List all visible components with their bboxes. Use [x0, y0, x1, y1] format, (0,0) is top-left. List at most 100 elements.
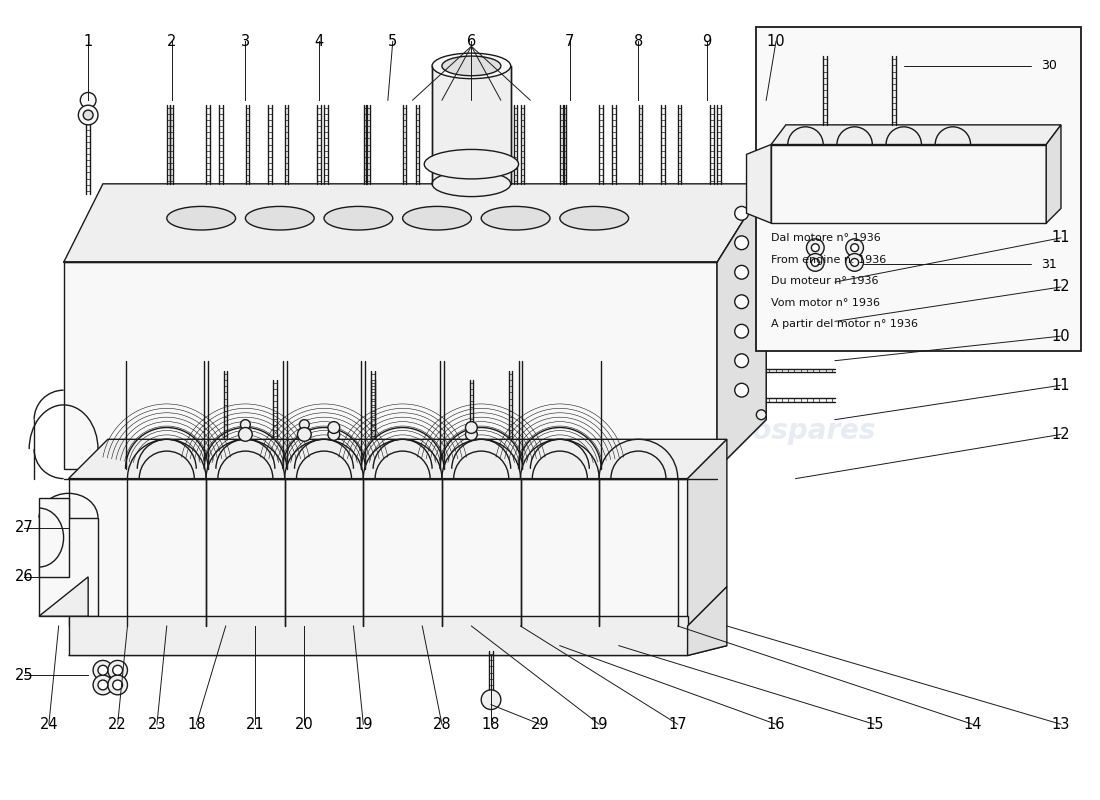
Polygon shape	[39, 518, 98, 616]
Circle shape	[465, 429, 477, 440]
Ellipse shape	[245, 206, 315, 230]
Text: 31: 31	[1042, 258, 1057, 271]
Ellipse shape	[167, 206, 235, 230]
Ellipse shape	[432, 171, 510, 197]
Circle shape	[328, 422, 340, 434]
Polygon shape	[717, 184, 767, 469]
Polygon shape	[432, 66, 510, 184]
Circle shape	[108, 675, 128, 694]
Polygon shape	[688, 586, 727, 655]
Text: 29: 29	[531, 717, 550, 732]
Circle shape	[846, 239, 864, 257]
Text: 30: 30	[1042, 59, 1057, 73]
Polygon shape	[1046, 125, 1062, 223]
Circle shape	[108, 660, 128, 680]
Text: 8: 8	[634, 34, 643, 49]
Text: A partir del motor n° 1936: A partir del motor n° 1936	[771, 319, 918, 330]
Text: 1: 1	[84, 34, 92, 49]
Text: 18: 18	[482, 717, 500, 732]
Text: 10: 10	[1052, 329, 1070, 344]
Polygon shape	[68, 439, 727, 478]
Circle shape	[112, 680, 122, 690]
Text: 23: 23	[147, 717, 166, 732]
Text: 2: 2	[167, 34, 176, 49]
Polygon shape	[68, 616, 688, 655]
Circle shape	[297, 427, 311, 442]
Text: 22: 22	[108, 717, 126, 732]
Text: eurospares: eurospares	[484, 213, 659, 241]
Text: 9: 9	[703, 34, 712, 49]
Text: eurospares: eurospares	[138, 213, 314, 241]
Text: 28: 28	[432, 717, 451, 732]
Circle shape	[735, 383, 748, 397]
Text: 25: 25	[15, 668, 34, 682]
Circle shape	[465, 422, 477, 434]
Circle shape	[757, 198, 767, 208]
Circle shape	[328, 429, 340, 440]
Text: 24: 24	[40, 717, 58, 732]
Text: 21: 21	[246, 717, 264, 732]
Polygon shape	[688, 439, 727, 626]
Text: 5: 5	[388, 34, 397, 49]
Circle shape	[812, 258, 820, 266]
Text: eurospares: eurospares	[700, 418, 876, 446]
Circle shape	[806, 239, 824, 257]
Text: Vom motor n° 1936: Vom motor n° 1936	[771, 298, 880, 308]
Circle shape	[112, 666, 122, 675]
Text: 15: 15	[865, 717, 883, 732]
Text: 19: 19	[354, 717, 373, 732]
Ellipse shape	[481, 206, 550, 230]
Circle shape	[757, 410, 767, 420]
Circle shape	[239, 427, 252, 442]
Polygon shape	[747, 145, 771, 223]
Circle shape	[735, 206, 748, 220]
Text: Du moteur n° 1936: Du moteur n° 1936	[771, 276, 879, 286]
Polygon shape	[68, 646, 727, 655]
Text: eurospares: eurospares	[484, 418, 659, 446]
Polygon shape	[39, 498, 68, 577]
Ellipse shape	[324, 206, 393, 230]
Ellipse shape	[442, 56, 501, 76]
Text: 12: 12	[1052, 279, 1070, 294]
Text: 16: 16	[767, 717, 785, 732]
Circle shape	[98, 680, 108, 690]
Text: 13: 13	[1052, 717, 1070, 732]
Circle shape	[84, 110, 94, 120]
Text: From engine n. 1936: From engine n. 1936	[771, 254, 887, 265]
Ellipse shape	[403, 206, 472, 230]
Circle shape	[98, 666, 108, 675]
Text: 12: 12	[1052, 427, 1070, 442]
Text: 27: 27	[15, 520, 34, 535]
Text: 7: 7	[565, 34, 574, 49]
Text: 11: 11	[1052, 378, 1070, 393]
Circle shape	[806, 254, 824, 271]
Circle shape	[850, 258, 858, 266]
Polygon shape	[771, 125, 1062, 145]
Circle shape	[94, 675, 112, 694]
Text: 17: 17	[669, 717, 688, 732]
Circle shape	[481, 690, 500, 710]
Text: 4: 4	[315, 34, 323, 49]
Text: 10: 10	[767, 34, 785, 49]
Circle shape	[78, 106, 98, 125]
Polygon shape	[64, 184, 767, 262]
Circle shape	[80, 93, 96, 108]
Circle shape	[850, 244, 858, 252]
Circle shape	[299, 420, 309, 430]
Polygon shape	[771, 145, 1046, 223]
Ellipse shape	[560, 206, 628, 230]
Circle shape	[812, 244, 820, 252]
Circle shape	[735, 295, 748, 309]
Circle shape	[94, 660, 112, 680]
Circle shape	[735, 236, 748, 250]
Polygon shape	[64, 262, 717, 469]
Text: 18: 18	[187, 717, 206, 732]
Text: Dal motore n° 1936: Dal motore n° 1936	[771, 233, 881, 243]
Text: 20: 20	[295, 717, 313, 732]
Circle shape	[735, 266, 748, 279]
Circle shape	[735, 324, 748, 338]
Text: 3: 3	[241, 34, 250, 49]
Circle shape	[735, 354, 748, 367]
Text: 14: 14	[964, 717, 982, 732]
Text: eurospares: eurospares	[138, 418, 314, 446]
